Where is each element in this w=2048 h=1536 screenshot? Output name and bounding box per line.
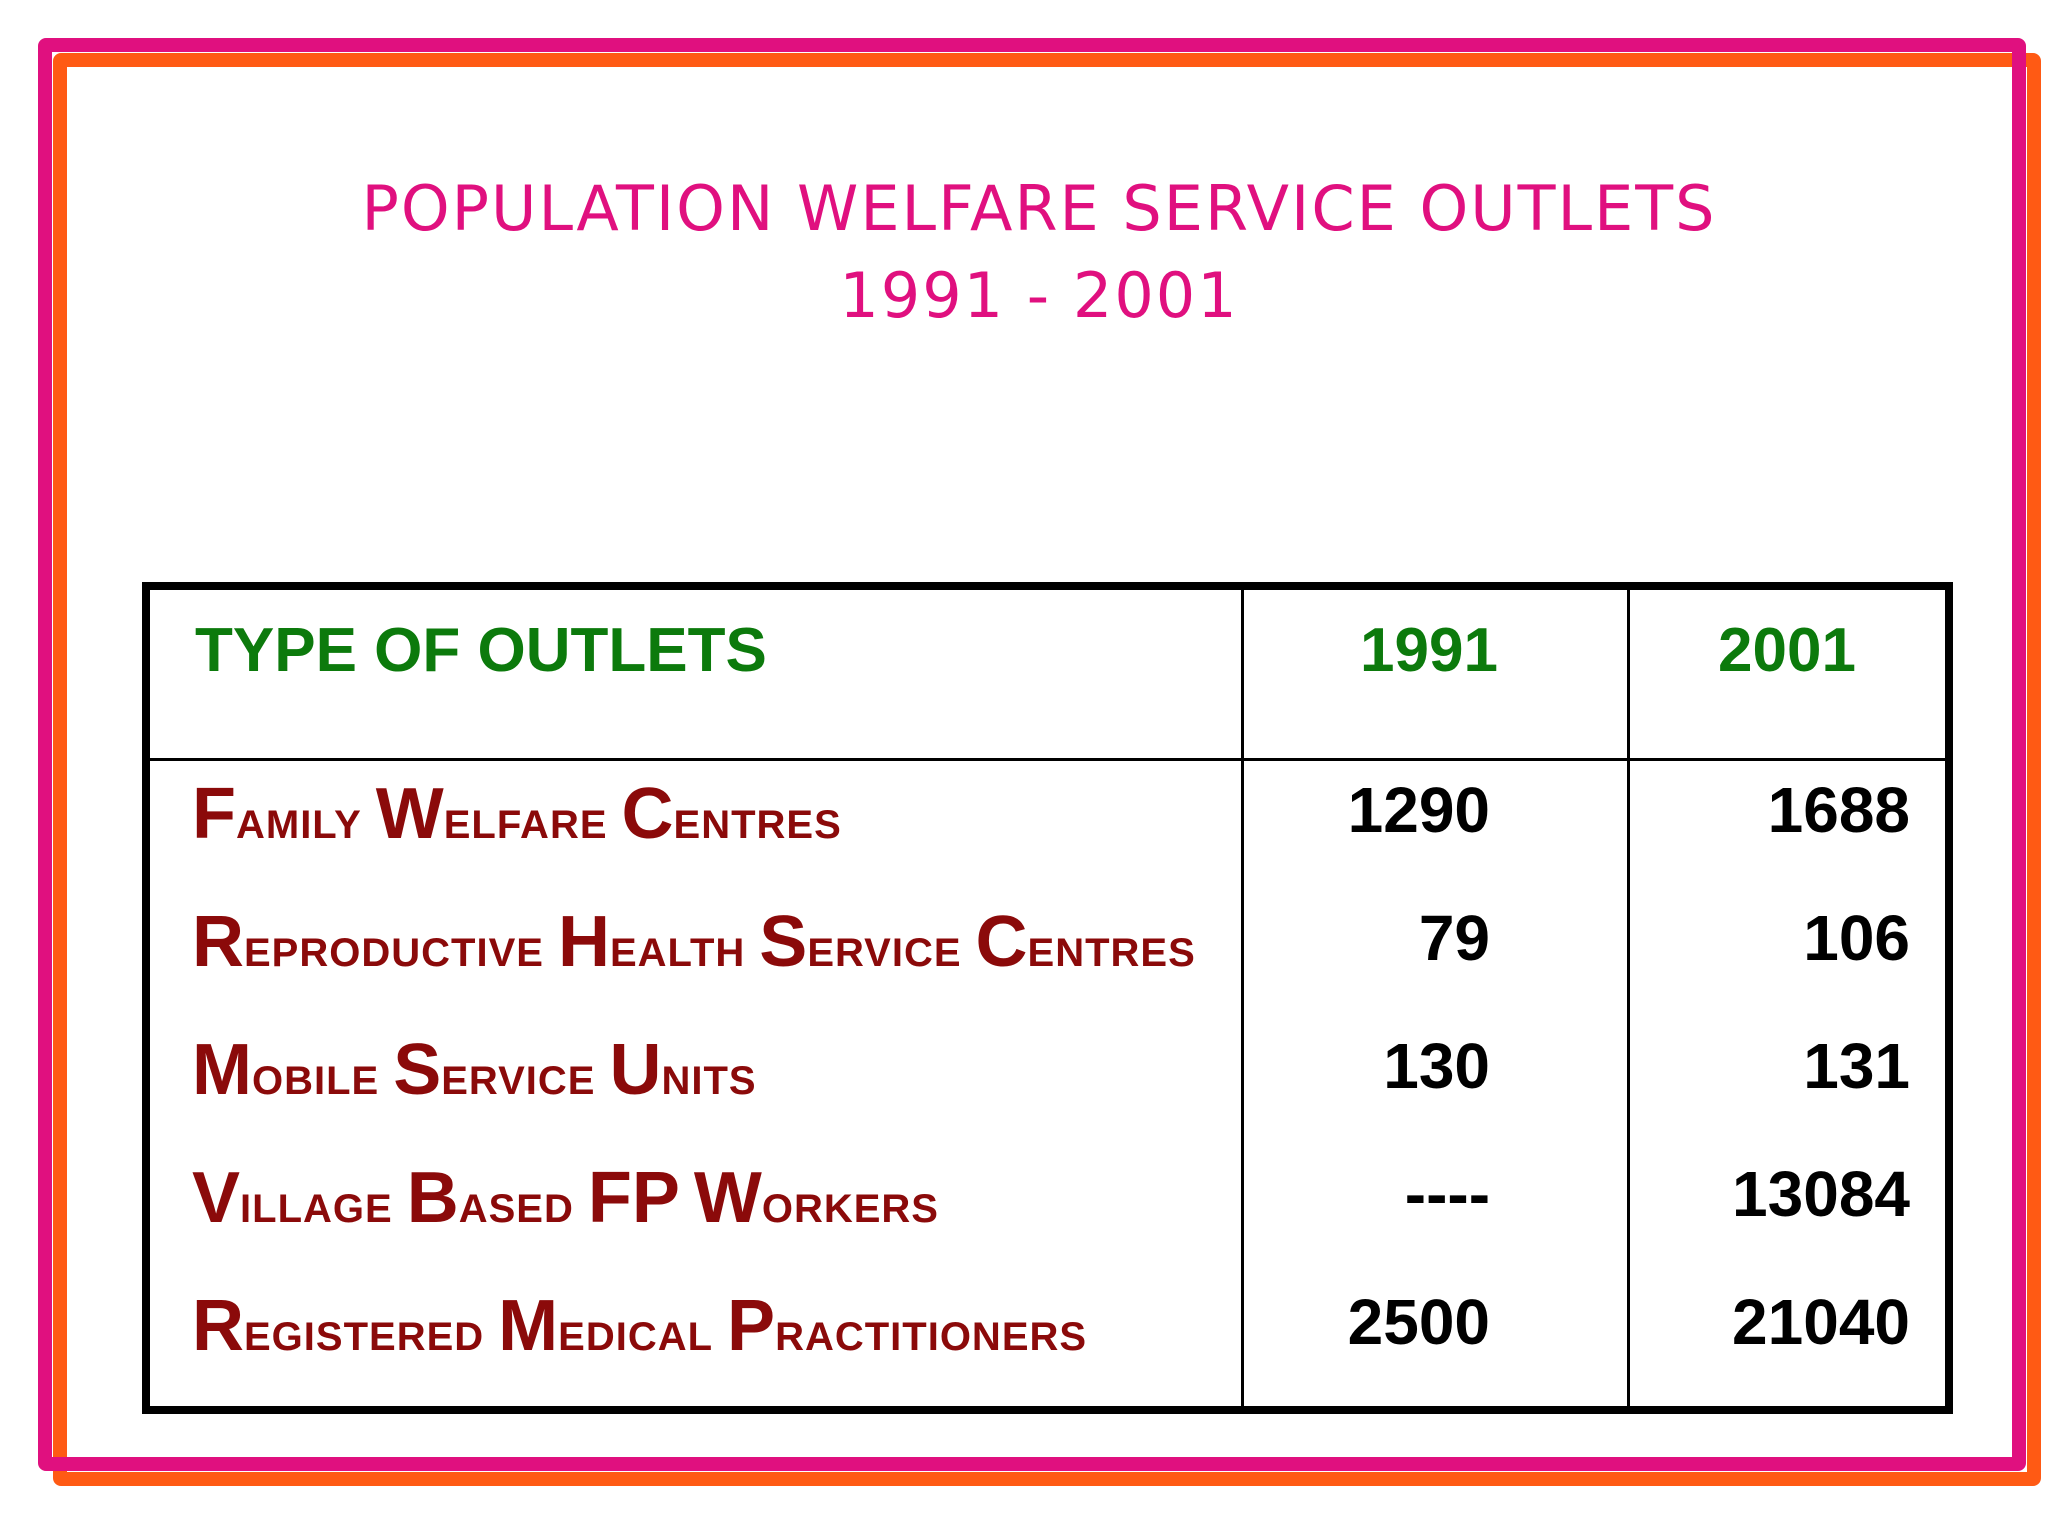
label-word-rest: ENTRES	[673, 803, 842, 847]
table-row: REPRODUCTIVE HEALTH SERVICE CENTRES 79 106	[150, 898, 1945, 998]
label-word-initial: U	[609, 1030, 662, 1110]
label-word: WORKERS	[694, 1162, 939, 1234]
value-1991: ----	[1404, 1158, 1490, 1230]
slide-subtitle-years: 1991 - 2001	[839, 259, 1239, 332]
label-word: CENTRES	[976, 906, 1196, 978]
slide-frame-magenta	[38, 38, 2026, 1471]
column-divider-2	[1627, 590, 1630, 1406]
slide-title: POPULATION WELFARE SERVICE OUTLETS	[361, 172, 1717, 245]
label-word-rest: EDICAL	[558, 1315, 714, 1359]
label-word-initial: M	[192, 1030, 252, 1110]
value-1991: 79	[1418, 902, 1490, 974]
value-2001: 21040	[1732, 1286, 1910, 1358]
label-word: WELFARE	[376, 778, 608, 850]
label-word-rest: EALTH	[609, 931, 746, 975]
outlets-table: TYPE OF OUTLETS 1991 2001 FAMILY WELFARE C…	[142, 582, 1953, 1414]
label-word: UNITS	[609, 1034, 756, 1106]
label-word-initial: W	[693, 1158, 762, 1238]
label-word: BASED	[407, 1162, 574, 1234]
value-2001: 13084	[1732, 1158, 1910, 1230]
table-row: REGISTERED MEDICAL PRACTITIONERS 2500 21040	[150, 1282, 1945, 1382]
header-divider	[150, 758, 1945, 761]
table-row: VILLAGE BASED FP WORKERS ---- 13084	[150, 1154, 1945, 1254]
label-word: FAMILY	[192, 778, 362, 850]
label-word-initial: P	[727, 1286, 776, 1366]
label-word: HEALTH	[558, 906, 745, 978]
label-word-rest: ERVICE	[441, 1059, 596, 1103]
label-word-rest: AMILY	[235, 803, 362, 847]
label-word-initial: S	[759, 902, 808, 982]
label-word-initial: H	[557, 902, 610, 982]
label-word-rest: OBILE	[251, 1059, 380, 1103]
value-1991: 130	[1383, 1030, 1490, 1102]
label-word-rest: ORKERS	[761, 1187, 939, 1231]
table-row: MOBILE SERVICE UNITS 130 131	[150, 1026, 1945, 1126]
label-word: SERVICE	[393, 1034, 595, 1106]
label-word: VILLAGE	[192, 1162, 393, 1234]
label-word: MEDICAL	[498, 1290, 713, 1362]
header-type-of-outlets: TYPE OF OUTLETS	[195, 616, 767, 685]
header-year-1991: 1991	[1360, 616, 1498, 685]
label-word: SERVICE	[759, 906, 961, 978]
label-word-rest: RACTITIONERS	[775, 1315, 1088, 1359]
label-word-initial: C	[975, 902, 1028, 982]
header-year-2001: 2001	[1718, 616, 1856, 685]
label-word: MOBILE	[192, 1034, 379, 1106]
label-word-rest: EPRODUCTIVE	[244, 931, 544, 975]
label-word-rest: EGISTERED	[244, 1315, 485, 1359]
value-2001: 131	[1803, 1030, 1910, 1102]
value-2001: 1688	[1767, 774, 1910, 846]
label-word-initial: R	[192, 902, 244, 982]
label-word-initial: C	[621, 774, 674, 854]
label-word-rest: ENTRES	[1027, 931, 1196, 975]
label-word-rest: ELFARE	[443, 803, 608, 847]
value-1991: 1290	[1347, 774, 1490, 846]
value-2001: 106	[1803, 902, 1910, 974]
label-word-rest: ASED	[458, 1187, 574, 1231]
label-word: REGISTERED	[192, 1290, 484, 1362]
label-word-initial: M	[498, 1286, 559, 1366]
column-divider-1	[1241, 590, 1244, 1406]
outlet-type-label: VILLAGE BASED FP WORKERS	[192, 1162, 953, 1234]
outlet-type-label: FAMILY WELFARE CENTRES	[192, 778, 856, 850]
label-word-initial: F	[192, 774, 236, 854]
label-word: CENTRES	[622, 778, 842, 850]
label-word-initial: B	[406, 1158, 459, 1238]
label-word-rest: ERVICE	[807, 931, 962, 975]
label-word-initial: S	[393, 1030, 442, 1110]
label-word-rest: NITS	[661, 1059, 757, 1103]
label-word: REPRODUCTIVE	[192, 906, 544, 978]
outlet-type-label: REGISTERED MEDICAL PRACTITIONERS	[192, 1290, 1101, 1362]
label-word-initial: FP	[587, 1158, 680, 1238]
table-row: FAMILY WELFARE CENTRES 1290 1688	[150, 770, 1945, 870]
label-word-rest: ILLAGE	[240, 1187, 393, 1231]
label-word: FP	[588, 1162, 680, 1234]
label-word-initial: R	[192, 1286, 244, 1366]
label-word: PRACTITIONERS	[727, 1290, 1087, 1362]
label-word-initial: W	[375, 774, 444, 854]
label-word-initial: V	[192, 1158, 241, 1238]
value-1991: 2500	[1347, 1286, 1490, 1358]
outlet-type-label: REPRODUCTIVE HEALTH SERVICE CENTRES	[192, 906, 1210, 978]
outlet-type-label: MOBILE SERVICE UNITS	[192, 1034, 771, 1106]
slide-frame-orange	[53, 53, 2041, 1486]
